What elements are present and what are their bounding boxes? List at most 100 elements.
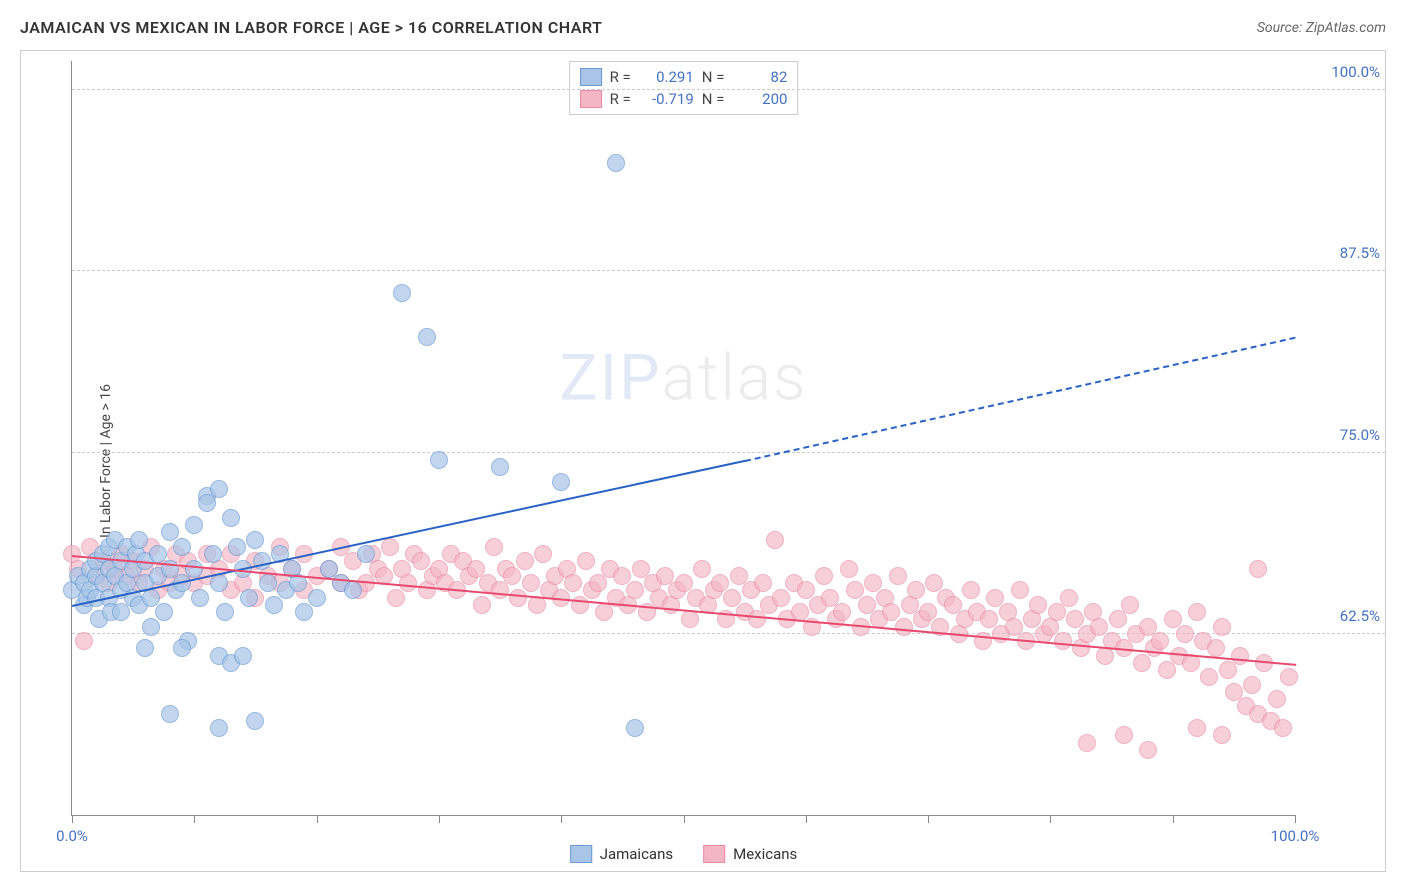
series-legend: Jamaicans Mexicans bbox=[570, 845, 798, 863]
data-point-jamaicans bbox=[210, 480, 228, 498]
y-tick-label: 100.0% bbox=[1331, 63, 1380, 81]
data-point-mexicans bbox=[522, 574, 540, 592]
x-tick bbox=[1295, 815, 1296, 823]
data-point-mexicans bbox=[833, 603, 851, 621]
data-point-jamaicans bbox=[198, 494, 216, 512]
data-point-mexicans bbox=[1133, 654, 1151, 672]
data-point-jamaicans bbox=[204, 545, 222, 563]
x-tick bbox=[1173, 815, 1174, 823]
grid-line bbox=[72, 452, 1385, 453]
data-point-mexicans bbox=[503, 567, 521, 585]
data-point-mexicans bbox=[1151, 632, 1169, 650]
data-point-mexicans bbox=[1115, 726, 1133, 744]
legend-item-jamaicans: Jamaicans bbox=[570, 845, 673, 863]
trend-line-jamaicans-dashed bbox=[745, 337, 1296, 462]
data-point-jamaicans bbox=[295, 603, 313, 621]
data-point-mexicans bbox=[1048, 603, 1066, 621]
data-point-jamaicans bbox=[173, 639, 191, 657]
data-point-mexicans bbox=[1243, 676, 1261, 694]
data-point-mexicans bbox=[1207, 639, 1225, 657]
data-point-mexicans bbox=[473, 596, 491, 614]
data-point-jamaicans bbox=[393, 284, 411, 302]
data-point-mexicans bbox=[1268, 690, 1286, 708]
r-value-jamaicans: 0.291 bbox=[639, 68, 694, 86]
r-label: R = bbox=[610, 90, 631, 108]
data-point-jamaicans bbox=[418, 328, 436, 346]
data-point-jamaicans bbox=[246, 531, 264, 549]
chart-container: In Labor Force | Age > 16 ZIPatlas R = 0… bbox=[20, 50, 1386, 872]
data-point-mexicans bbox=[1029, 596, 1047, 614]
swatch-jamaicans bbox=[570, 845, 592, 863]
data-point-mexicans bbox=[815, 567, 833, 585]
x-tick bbox=[561, 815, 562, 823]
data-point-mexicans bbox=[681, 610, 699, 628]
x-tick bbox=[1050, 815, 1051, 823]
data-point-jamaicans bbox=[142, 618, 160, 636]
data-point-jamaicans bbox=[430, 451, 448, 469]
data-point-mexicans bbox=[907, 581, 925, 599]
grid-line bbox=[72, 270, 1385, 271]
data-point-mexicans bbox=[577, 552, 595, 570]
swatch-mexicans bbox=[703, 845, 725, 863]
data-point-jamaicans bbox=[185, 516, 203, 534]
data-point-jamaicans bbox=[253, 552, 271, 570]
data-point-mexicans bbox=[595, 603, 613, 621]
data-point-jamaicans bbox=[491, 458, 509, 476]
data-point-mexicans bbox=[534, 545, 552, 563]
data-point-mexicans bbox=[1011, 581, 1029, 599]
x-tick bbox=[928, 815, 929, 823]
data-point-jamaicans bbox=[191, 589, 209, 607]
data-point-mexicans bbox=[895, 618, 913, 636]
data-point-jamaicans bbox=[234, 647, 252, 665]
data-point-mexicans bbox=[748, 610, 766, 628]
correlation-row-jamaicans: R = 0.291 N = 82 bbox=[580, 66, 788, 88]
plot-area: ZIPatlas R = 0.291 N = 82 R = -0.719 N =… bbox=[71, 61, 1295, 816]
data-point-mexicans bbox=[491, 581, 509, 599]
y-tick-label: 62.5% bbox=[1340, 607, 1380, 625]
data-point-mexicans bbox=[889, 567, 907, 585]
data-point-jamaicans bbox=[130, 531, 148, 549]
watermark-bold: ZIP bbox=[559, 340, 661, 415]
data-point-jamaicans bbox=[112, 603, 130, 621]
trend-line-mexicans bbox=[72, 555, 1296, 666]
data-point-jamaicans bbox=[626, 719, 644, 737]
data-point-jamaicans bbox=[246, 712, 264, 730]
n-label: N = bbox=[702, 90, 725, 108]
data-point-mexicans bbox=[1078, 734, 1096, 752]
data-point-mexicans bbox=[75, 632, 93, 650]
data-point-jamaicans bbox=[222, 509, 240, 527]
data-point-mexicans bbox=[1219, 661, 1237, 679]
data-point-mexicans bbox=[1231, 647, 1249, 665]
data-point-mexicans bbox=[381, 538, 399, 556]
n-value-jamaicans: 82 bbox=[732, 68, 787, 86]
data-point-mexicans bbox=[399, 574, 417, 592]
data-point-mexicans bbox=[840, 560, 858, 578]
y-tick-label: 87.5% bbox=[1340, 244, 1380, 262]
data-point-jamaicans bbox=[155, 603, 173, 621]
data-point-jamaicans bbox=[259, 574, 277, 592]
data-point-mexicans bbox=[626, 581, 644, 599]
data-point-mexicans bbox=[516, 552, 534, 570]
data-point-jamaicans bbox=[210, 719, 228, 737]
data-point-jamaicans bbox=[357, 545, 375, 563]
x-tick-label: 0.0% bbox=[56, 827, 88, 845]
data-point-mexicans bbox=[1060, 589, 1078, 607]
data-point-jamaicans bbox=[552, 473, 570, 491]
r-value-mexicans: -0.719 bbox=[639, 90, 694, 108]
source-attribution: Source: ZipAtlas.com bbox=[1257, 20, 1386, 36]
x-tick bbox=[684, 815, 685, 823]
correlation-legend: R = 0.291 N = 82 R = -0.719 N = 200 bbox=[569, 61, 799, 115]
swatch-jamaicans bbox=[580, 68, 602, 86]
swatch-mexicans bbox=[580, 90, 602, 108]
data-point-mexicans bbox=[1200, 668, 1218, 686]
data-point-mexicans bbox=[1139, 741, 1157, 759]
x-tick-label: 100.0% bbox=[1271, 827, 1320, 845]
data-point-mexicans bbox=[1213, 726, 1231, 744]
data-point-mexicans bbox=[772, 589, 790, 607]
data-point-mexicans bbox=[589, 574, 607, 592]
data-point-mexicans bbox=[962, 581, 980, 599]
x-tick bbox=[317, 815, 318, 823]
data-point-jamaicans bbox=[173, 538, 191, 556]
data-point-mexicans bbox=[1158, 661, 1176, 679]
data-point-jamaicans bbox=[344, 581, 362, 599]
